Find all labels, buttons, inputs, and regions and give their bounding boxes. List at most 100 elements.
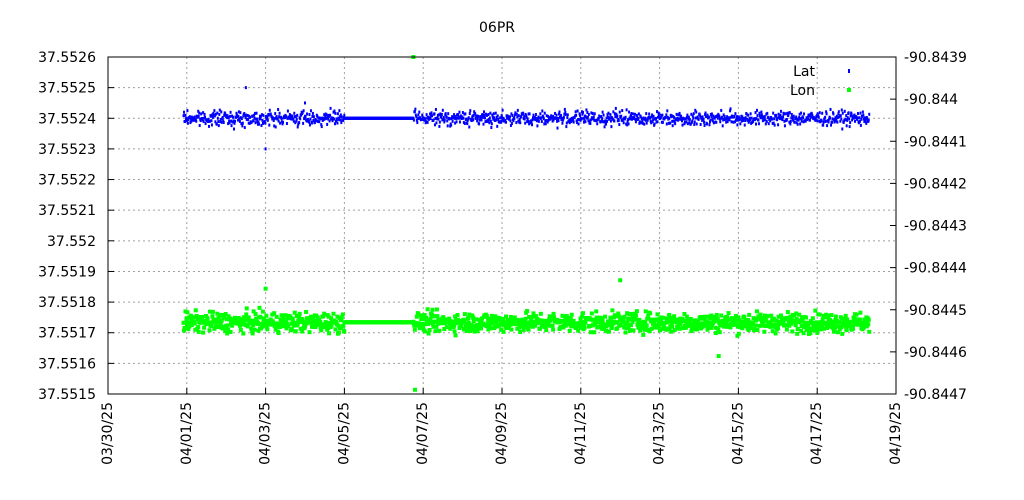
data-point xyxy=(800,111,803,115)
data-point xyxy=(542,115,545,119)
data-point xyxy=(720,108,723,112)
data-point xyxy=(274,314,279,319)
data-point xyxy=(732,120,735,124)
data-point xyxy=(757,118,760,122)
data-point xyxy=(692,112,695,116)
data-point xyxy=(254,316,259,321)
data-point xyxy=(772,121,775,125)
data-point xyxy=(598,115,601,119)
data-point xyxy=(217,313,222,318)
data-point xyxy=(334,119,337,123)
data-point xyxy=(668,116,671,120)
data-point xyxy=(680,117,683,121)
data-point xyxy=(726,120,729,124)
data-point xyxy=(446,124,449,128)
data-point xyxy=(502,323,507,328)
data-point xyxy=(468,112,471,116)
data-point xyxy=(489,111,492,115)
data-point xyxy=(493,116,496,120)
data-point xyxy=(327,331,332,336)
data-point xyxy=(244,312,249,317)
data-point xyxy=(456,116,459,120)
data-point xyxy=(437,328,442,333)
data-point xyxy=(190,119,193,123)
data-point xyxy=(462,116,465,120)
data-point xyxy=(332,117,335,121)
data-point xyxy=(650,115,653,119)
data-point xyxy=(739,117,742,121)
data-point xyxy=(859,111,862,115)
data-point xyxy=(222,314,227,319)
data-point xyxy=(237,114,240,118)
data-point xyxy=(850,323,855,328)
data-point xyxy=(764,122,767,126)
data-point xyxy=(688,316,693,321)
data-point xyxy=(800,315,805,320)
data-point xyxy=(725,315,730,320)
data-point xyxy=(509,327,514,332)
data-point xyxy=(638,328,643,333)
data-point xyxy=(329,323,334,328)
data-point xyxy=(531,319,536,324)
x-tick-label: 04/07/25 xyxy=(415,402,431,465)
data-point xyxy=(607,111,610,115)
data-point xyxy=(320,125,323,129)
data-point xyxy=(566,113,569,117)
data-point xyxy=(717,112,720,116)
data-point xyxy=(669,329,674,334)
data-point xyxy=(563,112,566,116)
data-point xyxy=(252,119,255,123)
y-left-tick-label: 37.552 xyxy=(47,234,96,250)
data-point xyxy=(474,116,477,120)
data-point xyxy=(788,111,791,115)
data-point xyxy=(609,119,612,123)
data-point xyxy=(477,114,480,118)
data-point xyxy=(658,112,661,116)
data-point xyxy=(424,315,429,320)
data-point xyxy=(324,114,327,118)
data-point xyxy=(724,322,729,327)
data-point xyxy=(216,116,219,120)
data-point xyxy=(302,121,305,125)
data-point xyxy=(254,121,257,125)
data-point xyxy=(615,320,620,325)
data-point xyxy=(245,324,250,329)
data-point xyxy=(710,112,713,116)
data-point xyxy=(488,121,491,125)
data-point xyxy=(829,313,834,318)
y-left-tick-label: 37.5524 xyxy=(38,111,96,127)
data-point xyxy=(224,112,227,116)
data-point xyxy=(533,314,538,319)
data-point xyxy=(534,113,537,117)
data-point xyxy=(602,113,605,117)
data-point xyxy=(463,324,468,329)
data-point xyxy=(842,323,847,328)
data-point xyxy=(783,119,786,123)
data-point xyxy=(277,119,280,123)
data-point xyxy=(705,115,708,119)
data-point xyxy=(189,117,192,121)
x-tick-label: 04/11/25 xyxy=(573,402,589,465)
data-point xyxy=(707,115,710,119)
data-point xyxy=(227,116,230,120)
data-point xyxy=(316,119,319,123)
data-point xyxy=(517,114,520,118)
data-point xyxy=(453,314,458,319)
data-point xyxy=(242,114,245,118)
data-point xyxy=(501,116,503,120)
data-point xyxy=(648,311,653,316)
data-point xyxy=(216,316,221,321)
data-point xyxy=(242,315,247,320)
data-point xyxy=(516,321,521,326)
data-point xyxy=(233,127,236,131)
data-point xyxy=(415,115,418,119)
data-point xyxy=(846,118,849,122)
y-left-tick-label: 37.5525 xyxy=(38,81,96,97)
data-point xyxy=(311,111,314,115)
data-point xyxy=(494,320,499,325)
data-point xyxy=(421,324,426,329)
data-point xyxy=(612,110,615,114)
data-point xyxy=(230,124,233,128)
data-point xyxy=(628,110,631,114)
data-point xyxy=(743,116,746,120)
